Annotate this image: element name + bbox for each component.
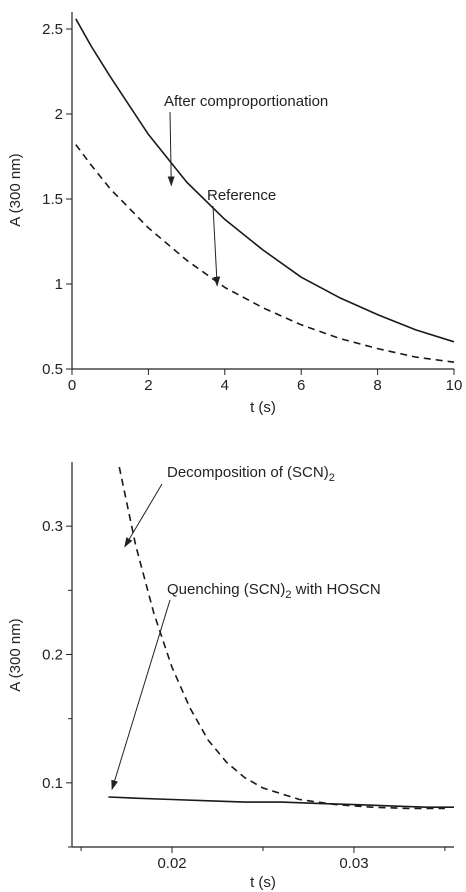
y-tick-label: 2.5: [42, 21, 63, 38]
y-tick-label: 2: [55, 106, 63, 123]
annotation-text: Decomposition of (SCN): [167, 464, 329, 481]
x-tick-label: 0.02: [157, 855, 186, 872]
x-axis-title: t (s): [250, 874, 276, 891]
annotation-subscript: 2: [285, 589, 291, 601]
annotation-arrow: [124, 483, 163, 548]
x-tick-label: 8: [373, 377, 381, 394]
y-tick-label: 0.3: [42, 518, 63, 535]
y-tick-label: 1.5: [42, 191, 63, 208]
annotation-arrow: [167, 111, 175, 187]
annotation-label: Reference: [207, 187, 276, 204]
y-tick-label: 1: [55, 276, 63, 293]
annotation-text: Reference: [207, 187, 276, 204]
x-tick-label: 0: [68, 377, 76, 394]
annotation-subscript: 2: [329, 472, 335, 484]
y-tick-label: 0.5: [42, 361, 63, 378]
annotation-text: After comproportionation: [164, 93, 328, 110]
y-axis-title: A (300 nm): [7, 153, 24, 226]
annotation-label: Quenching (SCN)2 with HOSCN: [167, 581, 381, 601]
annotation-text: Quenching (SCN): [167, 581, 285, 598]
series-line-2: [108, 796, 454, 809]
chart-panel-2: 0.02 0.03 0.1 0.2 0.3 A (300 nm) t (s) Decompos…: [7, 462, 454, 891]
x-tick-label: 6: [297, 377, 305, 394]
x-tick-label: 4: [221, 377, 229, 394]
chart-panel-1: 0 2 4 6 8 10 0.5 1 1.5 2 2.5 A (300 nm) t (s) After c…: [7, 12, 462, 416]
x-tick-label: 2: [144, 377, 152, 394]
annotation-label: After comproportionation: [164, 93, 328, 110]
series-line-1: [118, 466, 445, 810]
annotation-arrow: [111, 599, 171, 791]
y-axis-title: A (300 nm): [7, 618, 24, 691]
x-axis-title: t (s): [250, 399, 276, 416]
annotation-arrow: [212, 205, 221, 287]
series-line-2: [75, 144, 455, 363]
series-line-1: [75, 18, 455, 343]
x-tick-label: 10: [446, 377, 463, 394]
y-tick-label: 0.1: [42, 775, 63, 792]
x-tick-label: 0.03: [339, 855, 368, 872]
annotation-suffix: with HOSCN: [292, 581, 381, 598]
y-tick-label: 0.2: [42, 647, 63, 664]
annotation-label: Decomposition of (SCN)2: [167, 464, 335, 484]
